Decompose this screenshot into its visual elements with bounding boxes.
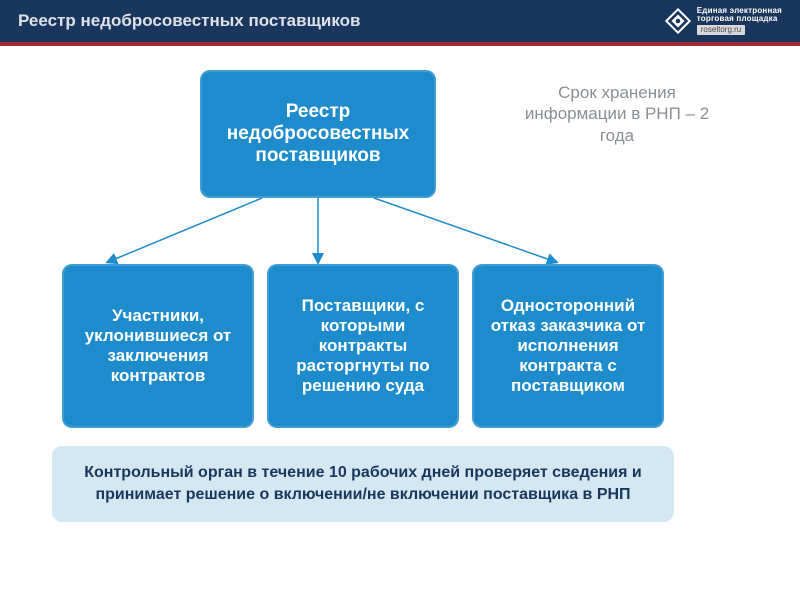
logo-text: Единая электронная торговая площадка ros… bbox=[697, 7, 782, 35]
diagram-child-box: Односторонний отказ заказчика от исполне… bbox=[472, 264, 664, 428]
diagram-root-box: Реестр недобросовестных поставщиков bbox=[200, 70, 436, 198]
diagram-child-label: Поставщики, с которыми контракты расторг… bbox=[281, 296, 445, 396]
brand-logo: Единая электронная торговая площадка ros… bbox=[665, 7, 782, 35]
diagram-child-box: Участники, уклонившиеся от заключения ко… bbox=[62, 264, 254, 428]
footer-note-text: Контрольный орган в течение 10 рабочих д… bbox=[72, 462, 654, 505]
diagram-child-box: Поставщики, с которыми контракты расторг… bbox=[267, 264, 459, 428]
logo-line-2: торговая площадка bbox=[697, 15, 782, 23]
diagram-root-label: Реестр недобросовестных поставщиков bbox=[214, 101, 422, 167]
page-title: Реестр недобросовестных поставщиков bbox=[18, 11, 361, 31]
logo-badge: roseltorg.ru bbox=[697, 25, 745, 35]
diagram-canvas: Реестр недобросовестных поставщиков Учас… bbox=[0, 46, 800, 600]
header-bar: Реестр недобросовестных поставщиков Един… bbox=[0, 0, 800, 46]
diagram-child-label: Односторонний отказ заказчика от исполне… bbox=[486, 296, 650, 396]
side-note-text: Срок хранения информации в РНП – 2 года bbox=[525, 83, 709, 145]
logo-icon bbox=[665, 8, 691, 34]
side-note: Срок хранения информации в РНП – 2 года bbox=[510, 82, 724, 146]
diagram-child-label: Участники, уклонившиеся от заключения ко… bbox=[76, 306, 240, 386]
footer-note-box: Контрольный орган в течение 10 рабочих д… bbox=[52, 446, 674, 522]
